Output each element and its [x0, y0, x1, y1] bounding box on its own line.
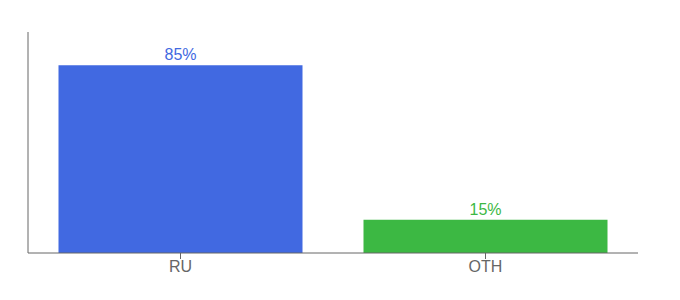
svg-text:OTH: OTH	[469, 258, 503, 275]
svg-text:15%: 15%	[469, 201, 501, 218]
svg-text:RU: RU	[169, 258, 192, 275]
svg-text:85%: 85%	[164, 46, 196, 63]
